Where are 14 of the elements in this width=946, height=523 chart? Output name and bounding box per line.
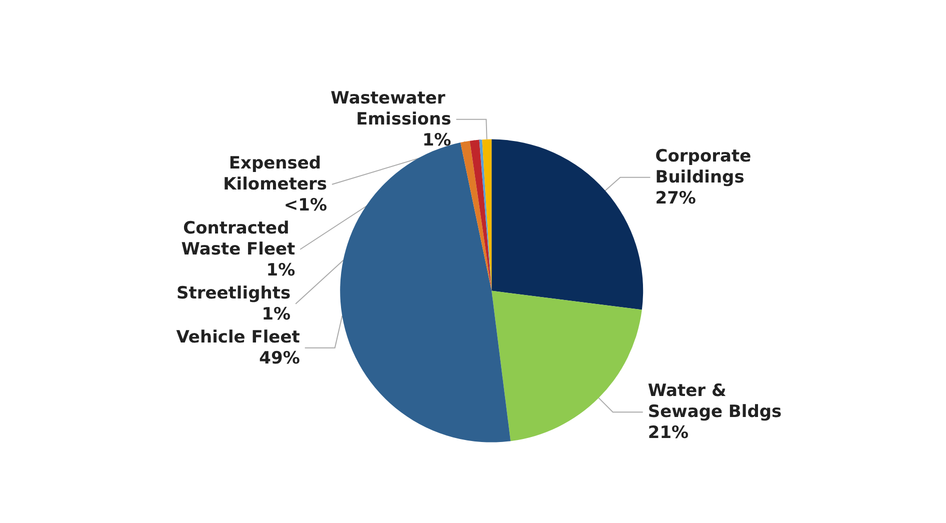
data-label: 1% [262,304,291,324]
slice-label: Expensed Kilometers [223,153,327,194]
data-label: 27% [655,188,696,208]
data-label: 21% [648,423,689,444]
slice-label: Water & Sewage Bldgs [648,381,782,422]
data-label: 49% [259,348,300,368]
slice-label: Corporate Buildings [655,146,758,188]
data-label: 1% [266,260,296,280]
data-label: 1% [422,130,452,150]
slice-label: Contracted Waste Fleet [181,218,296,260]
slice-label: Vehicle Fleet [176,327,300,348]
data-label: <1% [284,195,327,216]
slice-label: Wastewater Emissions [330,88,452,130]
slice-label: Streetlights [176,283,291,304]
